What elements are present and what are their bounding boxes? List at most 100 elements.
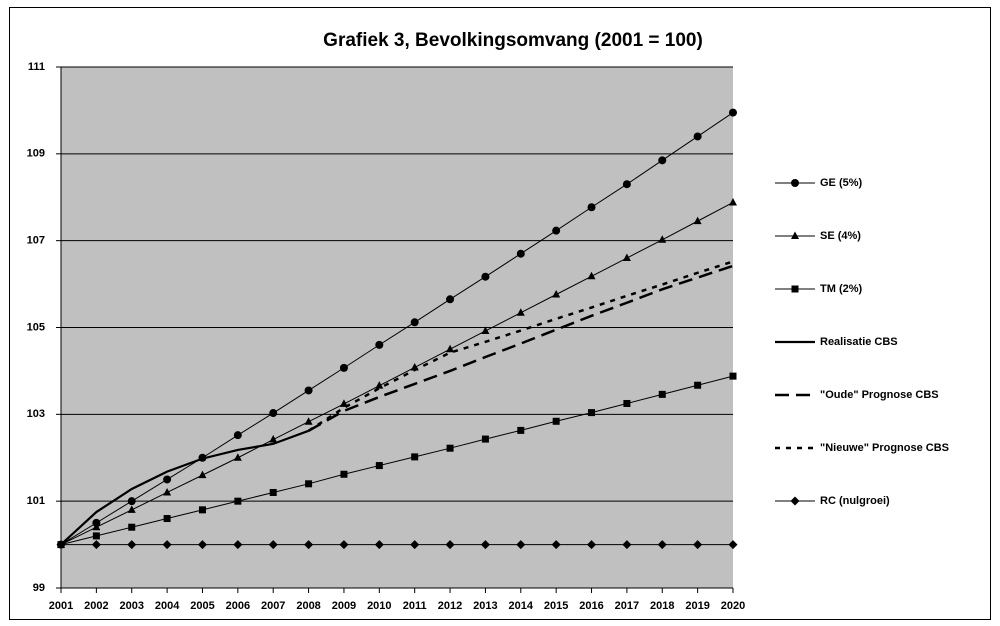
data-point <box>587 203 596 212</box>
data-point <box>163 475 172 484</box>
x-tick-label: 2013 <box>473 600 497 612</box>
x-tick-label: 2002 <box>84 600 108 612</box>
data-point <box>339 399 348 407</box>
x-tick-label: 2001 <box>49 600 73 612</box>
data-point <box>233 540 243 550</box>
data-point <box>92 532 100 540</box>
series-line <box>307 260 734 432</box>
data-point <box>411 453 419 461</box>
x-tick-label: 2009 <box>332 600 356 612</box>
data-point <box>446 295 455 304</box>
legend-label: SE (4%) <box>820 230 861 242</box>
data-point <box>446 344 455 353</box>
data-point <box>622 180 631 189</box>
data-point <box>91 540 101 550</box>
data-point <box>552 417 560 425</box>
data-point <box>92 522 101 531</box>
legend-label: RC (nulgroei) <box>820 495 890 507</box>
legend-label: Realisatie CBS <box>820 336 898 348</box>
data-point <box>127 505 136 513</box>
chart-title: Grafiek 3, Bevolkingsomvang (2001 = 100) <box>323 30 703 51</box>
data-point <box>658 390 666 398</box>
data-point <box>552 226 561 235</box>
data-point <box>481 272 490 281</box>
data-point <box>658 235 667 243</box>
data-point <box>729 372 737 380</box>
data-point <box>163 515 171 523</box>
data-point <box>198 506 206 514</box>
data-point <box>588 409 596 417</box>
data-point <box>516 308 525 316</box>
data-point <box>198 470 207 479</box>
data-point <box>623 399 631 407</box>
data-point <box>410 318 419 327</box>
data-point <box>658 156 667 165</box>
x-tick-label: 2014 <box>509 600 534 612</box>
data-point <box>552 290 561 298</box>
data-point <box>445 540 455 550</box>
x-tick-label: 2019 <box>685 600 709 612</box>
data-point <box>516 540 526 550</box>
data-point <box>375 381 384 389</box>
series-line <box>307 264 734 432</box>
data-point <box>127 497 136 506</box>
y-tick-label: 107 <box>27 235 45 247</box>
legend-marker <box>790 496 800 506</box>
data-point <box>410 540 420 550</box>
x-tick-label: 2011 <box>403 600 427 612</box>
data-point <box>269 409 278 418</box>
data-point <box>587 540 597 550</box>
data-point <box>446 444 454 452</box>
x-tick-label: 2017 <box>615 600 639 612</box>
data-point <box>268 540 278 550</box>
x-tick-label: 2015 <box>544 600 568 612</box>
data-point <box>162 540 172 550</box>
legend-label: "Nieuwe" Prognose CBS <box>820 442 949 454</box>
data-point <box>56 540 66 550</box>
x-tick-label: 2018 <box>650 600 674 612</box>
x-tick-label: 2020 <box>721 600 745 612</box>
y-tick-label: 111 <box>28 61 45 73</box>
data-point <box>622 253 631 262</box>
data-point <box>269 488 277 496</box>
data-point <box>693 540 703 550</box>
data-point <box>304 417 313 425</box>
data-point <box>481 326 490 334</box>
data-point <box>233 453 242 461</box>
data-point <box>729 197 737 206</box>
data-point <box>234 497 242 505</box>
x-tick-label: 2012 <box>438 600 462 612</box>
x-tick-label: 2003 <box>119 600 143 612</box>
series-line <box>60 375 734 546</box>
x-tick-label: 2007 <box>261 600 285 612</box>
x-tick-label: 2005 <box>190 600 214 612</box>
x-tick-label: 2008 <box>296 600 320 612</box>
data-point <box>127 540 137 550</box>
series-line <box>60 112 734 546</box>
data-point <box>622 540 632 550</box>
data-point <box>163 487 172 496</box>
y-tick-label: 99 <box>33 582 45 594</box>
data-point <box>269 435 278 443</box>
data-point <box>375 340 384 349</box>
data-point <box>233 431 242 440</box>
x-tick-label: 2010 <box>367 600 391 612</box>
y-tick-label: 109 <box>27 148 45 160</box>
y-tick-label: 101 <box>27 495 45 507</box>
data-point <box>128 523 136 531</box>
legend-marker <box>791 285 799 293</box>
y-tick-label: 103 <box>27 408 45 420</box>
x-tick-label: 2016 <box>579 600 603 612</box>
legend-label: TM (2%) <box>820 283 863 295</box>
data-point <box>305 480 313 488</box>
data-point <box>340 470 348 478</box>
data-point <box>339 540 349 550</box>
data-point <box>587 271 596 280</box>
data-point <box>551 540 561 550</box>
data-point <box>516 249 525 258</box>
data-point <box>375 462 383 470</box>
data-point <box>729 108 737 117</box>
y-tick-label: 105 <box>27 321 45 333</box>
data-point <box>657 540 667 550</box>
